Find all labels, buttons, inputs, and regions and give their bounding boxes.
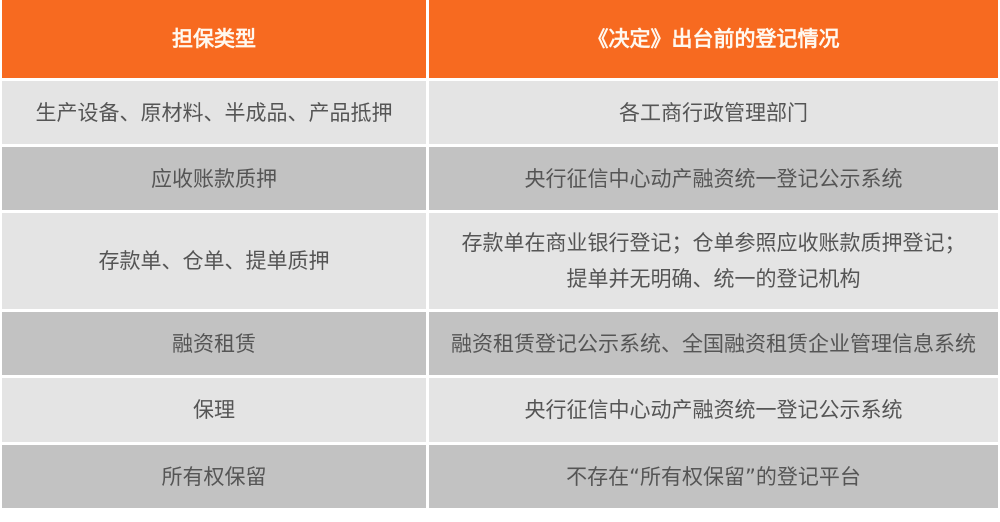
row-1-registry: 各工商行政管理部门 xyxy=(429,81,998,144)
header-guarantee-type: 担保类型 xyxy=(2,0,426,78)
row-2-registry: 央行征信中心动产融资统一登记公示系统 xyxy=(429,147,998,210)
row-3-registry-line-1: 存款单在商业银行登记；仓单参照应收账款质押登记； xyxy=(461,231,966,255)
header-registration-status: 《决定》出台前的登记情况 xyxy=(429,0,998,78)
row-2-type: 应收账款质押 xyxy=(2,147,426,210)
registration-table: 担保类型 《决定》出台前的登记情况 生产设备、原材料、半成品、产品抵押 各工商行… xyxy=(2,0,998,508)
row-6-registry: 不存在“所有权保留”的登记平台 xyxy=(429,445,998,508)
row-3-registry: 存款单在商业银行登记；仓单参照应收账款质押登记； 提单并无明确、统一的登记机构 xyxy=(429,213,998,309)
row-6-type: 所有权保留 xyxy=(2,445,426,508)
row-5-registry: 央行征信中心动产融资统一登记公示系统 xyxy=(429,378,998,442)
row-3-type: 存款单、仓单、提单质押 xyxy=(2,213,426,309)
row-4-registry: 融资租赁登记公示系统、全国融资租赁企业管理信息系统 xyxy=(429,312,998,375)
row-1-type: 生产设备、原材料、半成品、产品抵押 xyxy=(2,81,426,144)
row-3-registry-line-2: 提单并无明确、统一的登记机构 xyxy=(566,267,861,291)
row-5-type: 保理 xyxy=(2,378,426,442)
row-4-type: 融资租赁 xyxy=(2,312,426,375)
